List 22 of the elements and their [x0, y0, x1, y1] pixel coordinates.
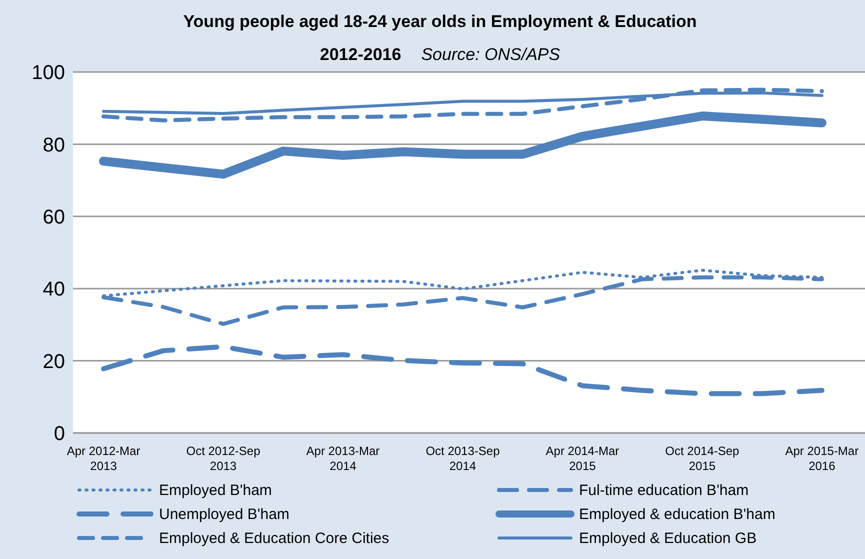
- x-tick-label: Apr 2014-Mar 2015: [546, 444, 620, 473]
- x-tick-label: Apr 2013-Mar 2014: [306, 444, 380, 473]
- legend-label: Employed & Education Core Cities: [159, 530, 390, 546]
- legend-label: Ful-time education B'ham: [579, 482, 749, 498]
- legend-label: Employed & Education GB: [579, 530, 757, 546]
- x-tick-label: Oct 2014-Sep 2015: [665, 444, 740, 473]
- y-tick-label: 100: [32, 62, 65, 84]
- legend-label: Unemployed B'ham: [159, 506, 290, 522]
- y-tick-label: 0: [54, 423, 65, 446]
- x-tick-label: Apr 2012-Mar 2013: [66, 444, 140, 473]
- legend-label: Employed B'ham: [159, 482, 272, 498]
- x-tick-label: Oct 2013-Sep 2014: [426, 444, 500, 473]
- x-tick-label: Apr 2015-Mar 2016: [785, 444, 859, 473]
- chart-subtitle: 2012-2016: [320, 45, 402, 64]
- source-note: Source: ONS/APS: [421, 45, 560, 64]
- y-tick-label: 40: [42, 278, 65, 301]
- y-tick-label: 60: [42, 206, 65, 228]
- y-tick-label: 80: [42, 134, 65, 156]
- chart-title: Young people aged 18-24 year olds in Employment & Education: [183, 12, 697, 31]
- y-tick-label: 20: [42, 350, 65, 373]
- x-tick-label: Oct 2012-Sep 2013: [186, 444, 261, 473]
- legend-label: Employed & education B'ham: [579, 506, 776, 522]
